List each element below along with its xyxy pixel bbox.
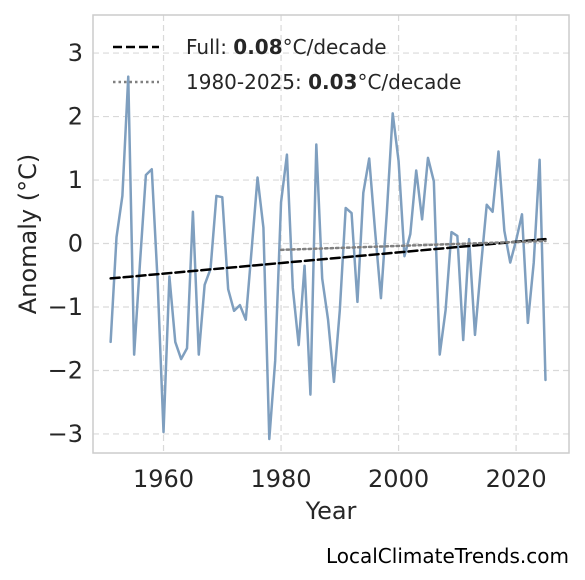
plot-frame xyxy=(92,14,570,454)
series-layer xyxy=(109,75,547,441)
y-tick-label: −2 xyxy=(48,356,83,384)
x-axis-label: Year xyxy=(305,497,357,525)
y-tick-labels: −3 −2 −1 0 1 2 3 xyxy=(48,39,83,448)
legend-recent-value: 0.03 xyxy=(308,70,357,94)
legend-full-suffix: °C/decade xyxy=(283,35,387,59)
anomaly-series-line xyxy=(109,75,547,441)
legend: Full: 0.08°C/decade 1980-2025: 0.03°C/de… xyxy=(113,35,461,94)
y-tick-label: 2 xyxy=(68,103,83,131)
legend-recent-suffix: °C/decade xyxy=(357,70,461,94)
y-tick-label: −3 xyxy=(48,420,83,448)
legend-full-value: 0.08 xyxy=(233,35,282,59)
legend-full-prefix: Full: xyxy=(186,35,233,59)
trend-line-1980-2025 xyxy=(279,239,547,252)
legend-full-label: Full: 0.08°C/decade xyxy=(186,35,387,59)
grid-layer xyxy=(93,15,569,453)
y-axis-label: Anomaly (°C) xyxy=(14,154,42,314)
x-tick-label: 1960 xyxy=(133,465,194,493)
x-tick-label: 2020 xyxy=(486,465,547,493)
y-tick-label: 1 xyxy=(68,166,83,194)
y-tick-label: 0 xyxy=(68,230,83,258)
x-tick-labels: 1960 1980 2000 2020 xyxy=(133,465,547,493)
x-tick-label: 1980 xyxy=(251,465,312,493)
legend-recent-label: 1980-2025: 0.03°C/decade xyxy=(186,70,461,94)
y-tick-label: −1 xyxy=(48,293,83,321)
watermark-text: LocalClimateTrends.com xyxy=(325,544,569,568)
x-tick-label: 2000 xyxy=(368,465,429,493)
legend-recent-prefix: 1980-2025: xyxy=(186,70,308,94)
y-tick-label: 3 xyxy=(68,39,83,67)
trend-line-full xyxy=(109,237,547,280)
